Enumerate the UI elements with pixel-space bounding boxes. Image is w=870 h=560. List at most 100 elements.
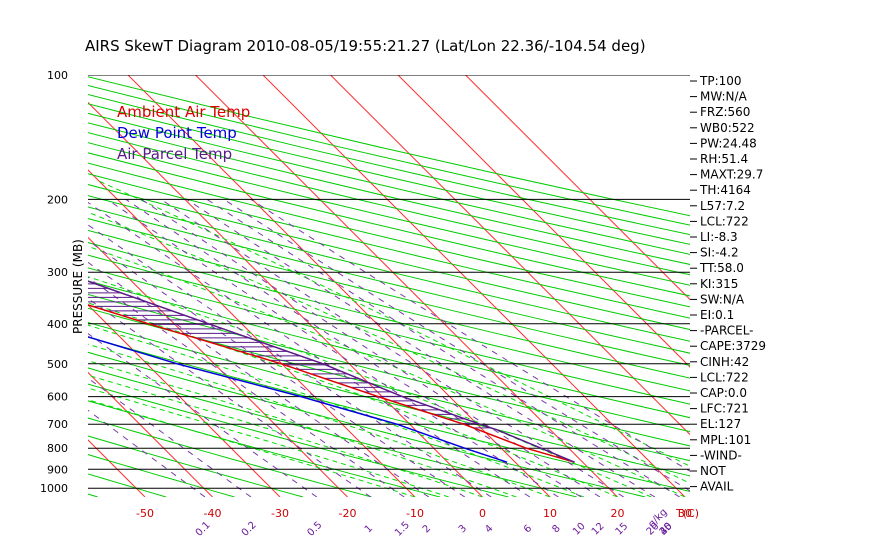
moist-adiabat-line [88, 245, 686, 497]
mixing-ratio-line [223, 198, 690, 492]
ambient-temp-line [88, 304, 575, 463]
mixing-ratio-tick: 12 [590, 521, 607, 538]
index-entry: WB0:522 [700, 121, 755, 135]
dry-adiabat-line [88, 267, 690, 419]
dry-adiabat-lines [88, 76, 690, 497]
index-entry: MW:N/A [700, 90, 748, 104]
chart-title: AIRS SkewT Diagram 2010-08-05/19:55:21.2… [85, 37, 646, 55]
bottom-temp-tick: 30 [678, 507, 692, 520]
index-entry: CINH:42 [700, 355, 749, 369]
dry-adiabat-line [88, 132, 690, 276]
mixing-ratio-tick: 15 [614, 521, 631, 538]
moist-adiabat-lines [88, 180, 690, 497]
dry-adiabat-line [88, 112, 690, 255]
mixing-ratio-tick: 10 [571, 521, 588, 538]
index-entry: TT:58.0 [699, 261, 744, 275]
index-entry: KI:315 [700, 277, 738, 291]
isotherm-line [88, 101, 483, 497]
bottom-temperature-ticks: -50 -40 -30 -20 -10 0 10 20 30 [136, 507, 692, 520]
parcel-temp-line [88, 280, 575, 463]
mixing-ratio-tick: 2 [421, 523, 433, 535]
pressure-tick-label: 600 [47, 391, 68, 404]
isotherm-line [88, 371, 213, 497]
pressure-tick-label: 800 [47, 442, 68, 455]
dry-adiabat-line [88, 173, 690, 319]
isotherm-line [88, 236, 348, 497]
pressure-tick-label: 200 [47, 193, 68, 206]
bottom-temp-tick: 10 [543, 507, 557, 520]
isotherm-line [330, 75, 690, 436]
dry-adiabat-line [88, 195, 690, 342]
index-entry: MAXT:29.7 [700, 168, 763, 182]
dry-adiabat-line [88, 307, 690, 462]
pressure-tick-label: 500 [47, 358, 68, 371]
mixing-ratio-tick: 1 [363, 523, 375, 535]
pressure-tick-labels: 100 200 300 400 500 600 700 800 900 1000 [40, 69, 68, 495]
index-entry: PW:24.48 [700, 136, 757, 150]
dry-adiabat-line [88, 293, 690, 447]
index-entry: TP:100 [699, 74, 742, 88]
moist-adiabat-line [88, 276, 652, 497]
moist-adiabat-line [88, 399, 416, 497]
isotherm-line [465, 75, 690, 301]
y-axis-label: PRESSURE (MB) [71, 239, 85, 334]
index-entry: NOT [700, 464, 726, 478]
index-entry: SI:-4.2 [700, 246, 739, 260]
pressure-tick-label: 700 [47, 418, 68, 431]
mixing-ratio-tick: 3 [457, 523, 469, 535]
bottom-temp-tick: -50 [136, 507, 154, 520]
bottom-temp-tick: -20 [339, 507, 357, 520]
mixing-ratio-tick: 8 [550, 523, 562, 535]
index-entry: EL:127 [700, 417, 741, 431]
isotherm-line [88, 304, 281, 497]
legend-ambient-air-temp: Ambient Air Temp [117, 103, 250, 121]
mixing-ratio-line [106, 198, 559, 497]
moist-adiabat-line [97, 180, 690, 467]
dry-adiabat-line [88, 152, 690, 297]
dew-point-line [88, 336, 508, 463]
mixing-ratio-line [186, 198, 656, 497]
dry-adiabat-line [88, 229, 690, 379]
mixing-ratio-line [125, 198, 582, 497]
moist-adiabat-line [88, 374, 483, 497]
index-entry: MPL:101 [700, 433, 751, 447]
index-entry: L57:7.2 [700, 199, 745, 213]
index-entry: LFC:721 [700, 402, 749, 416]
mixing-ratio-line [250, 198, 690, 472]
dry-adiabat-line [88, 122, 690, 265]
dry-adiabat-line [88, 184, 690, 331]
isotherm-line [0, 75, 10, 497]
dry-adiabat-line [88, 435, 304, 497]
dry-adiabat-line [88, 322, 690, 477]
pressure-tick-label: 1000 [40, 482, 68, 495]
dry-adiabat-line [88, 142, 690, 286]
isotherm-line [397, 75, 690, 368]
mixing-ratio-line [88, 201, 531, 497]
mixing-ratio-tick: 0.5 [306, 520, 325, 539]
moist-adiabat-line [88, 360, 517, 497]
moist-adiabat-line [88, 211, 690, 484]
dry-adiabat-line [88, 162, 690, 308]
mixing-ratio-line [88, 377, 252, 497]
mixing-ratio-line [88, 333, 318, 497]
dry-adiabat-line [88, 218, 690, 366]
pressure-tick-label: 300 [47, 266, 68, 279]
dry-adiabat-line [88, 280, 690, 433]
index-entry: SW:N/A [700, 292, 745, 306]
mixing-ratio-line [141, 198, 601, 497]
bottom-temp-tick: 20 [611, 507, 625, 520]
cape-hatching [88, 283, 492, 429]
bottom-temp-tick: -40 [204, 507, 222, 520]
legend-dew-point-temp: Dew Point Temp [117, 124, 237, 142]
index-entry: AVAIL [700, 480, 734, 494]
index-entry: -PARCEL- [700, 324, 754, 338]
index-entry: CAPE:3729 [700, 339, 766, 353]
mixing-ratio-tick: 6 [522, 523, 534, 535]
index-entry: CAP:0.0 [700, 386, 747, 400]
dry-adiabat-line [88, 367, 577, 497]
dry-adiabat-line [88, 254, 690, 405]
bottom-temp-tick: 0 [479, 507, 486, 520]
dry-adiabat-line [88, 336, 690, 492]
